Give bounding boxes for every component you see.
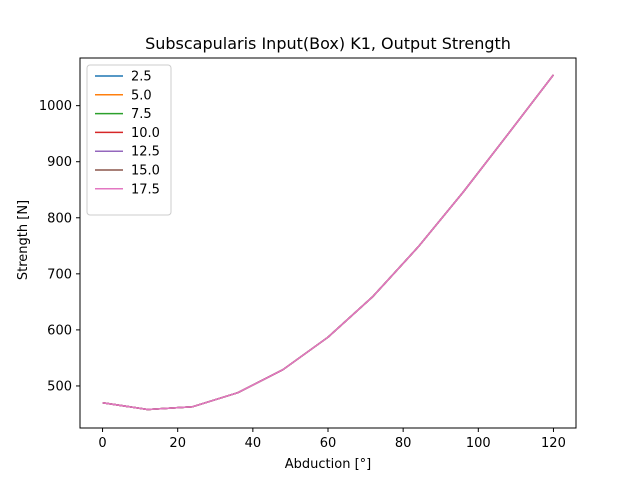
x-tick-label: 100 bbox=[466, 436, 491, 451]
x-axis: 0 20 40 60 80 100 120 bbox=[98, 428, 566, 451]
y-tick-label: 900 bbox=[47, 155, 72, 170]
x-tick-label: 120 bbox=[541, 436, 566, 451]
legend-label: 17.5 bbox=[131, 182, 160, 197]
y-axis: 500 600 700 800 900 1000 bbox=[39, 99, 80, 394]
x-tick-label: 40 bbox=[245, 436, 262, 451]
x-tick-label: 20 bbox=[169, 436, 186, 451]
legend-label: 7.5 bbox=[131, 107, 152, 122]
chart-title: Subscapularis Input(Box) K1, Output Stre… bbox=[145, 34, 511, 53]
legend: 2.5 5.0 7.5 10.0 12.5 15.0 17.5 bbox=[86, 64, 172, 216]
legend-label: 10.0 bbox=[131, 126, 160, 141]
x-tick-label: 60 bbox=[320, 436, 337, 451]
y-tick-label: 1000 bbox=[39, 99, 72, 114]
legend-box bbox=[86, 64, 172, 216]
y-tick-label: 800 bbox=[47, 211, 72, 226]
x-tick-label: 80 bbox=[395, 436, 412, 451]
legend-label: 15.0 bbox=[131, 164, 160, 179]
plot-frame bbox=[79, 57, 577, 429]
y-tick-label: 600 bbox=[47, 323, 72, 338]
plot-area bbox=[102, 74, 555, 411]
x-tick-label: 0 bbox=[98, 436, 106, 451]
legend-label: 12.5 bbox=[131, 145, 160, 160]
x-axis-label: Abduction [°] bbox=[285, 457, 371, 472]
series-line-17.5 bbox=[102, 74, 555, 411]
y-tick-label: 700 bbox=[47, 267, 72, 282]
legend-label: 5.0 bbox=[131, 88, 152, 103]
legend-label: 2.5 bbox=[131, 70, 152, 85]
y-tick-label: 500 bbox=[47, 379, 72, 394]
y-axis-label: Strength [N] bbox=[16, 200, 31, 280]
